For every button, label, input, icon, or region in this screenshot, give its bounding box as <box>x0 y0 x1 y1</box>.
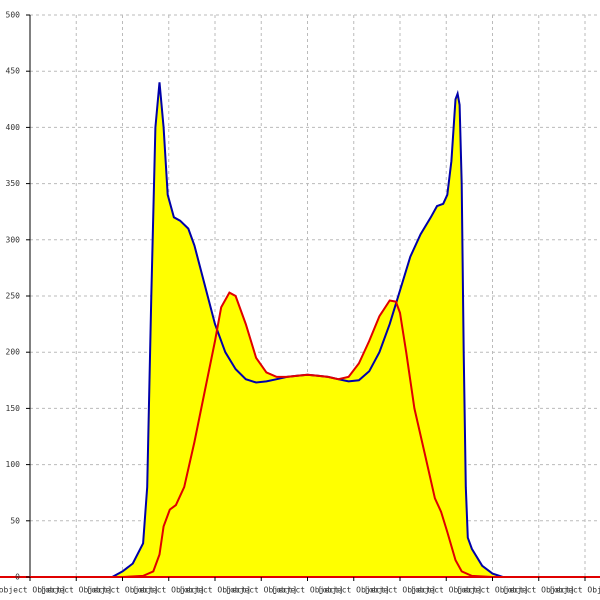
line <box>122 291 493 578</box>
labels: 0 50 100 150 200 250 300 350 400 450 500 [object Ob… <box>0 11 600 595</box>
y-tick-label: 150 <box>6 404 21 413</box>
y-tick-label: 100 <box>6 460 21 469</box>
y-tick-label: 400 <box>6 123 21 132</box>
x-tick-label: [object Object] <box>225 586 297 595</box>
x-tick-label: [object Object] <box>410 586 482 595</box>
x-tick-label: [object Object] <box>503 586 575 595</box>
lines <box>111 82 504 578</box>
y-tick-label: 450 <box>6 67 21 76</box>
y-tick-label: 350 <box>6 179 21 188</box>
y-tick-label: 250 <box>6 292 21 301</box>
y-tick-label: 200 <box>6 348 21 357</box>
x-tick-label: [object Object] <box>318 586 390 595</box>
x-tick-label: [object Object] <box>456 586 528 595</box>
x-tick-label: [object Object] <box>364 586 436 595</box>
x-tick-label: [object Object] <box>271 586 343 595</box>
x-tick-label: [object Object] <box>0 586 66 595</box>
x-tick-label: [object Object] <box>549 586 600 595</box>
area <box>122 292 493 577</box>
y-tick-label: 50 <box>10 516 20 525</box>
x-tick-label: [object Object] <box>133 586 205 595</box>
y-tick-label: 0 <box>15 573 20 582</box>
x-tick-label: [object Object] <box>179 586 251 595</box>
y-tick-label: 300 <box>6 235 21 244</box>
x-tick-label: [object Object] <box>40 586 112 595</box>
y-tick-label: 500 <box>6 11 21 20</box>
areas <box>112 82 503 578</box>
x-tick-label: [object Object] <box>86 586 158 595</box>
